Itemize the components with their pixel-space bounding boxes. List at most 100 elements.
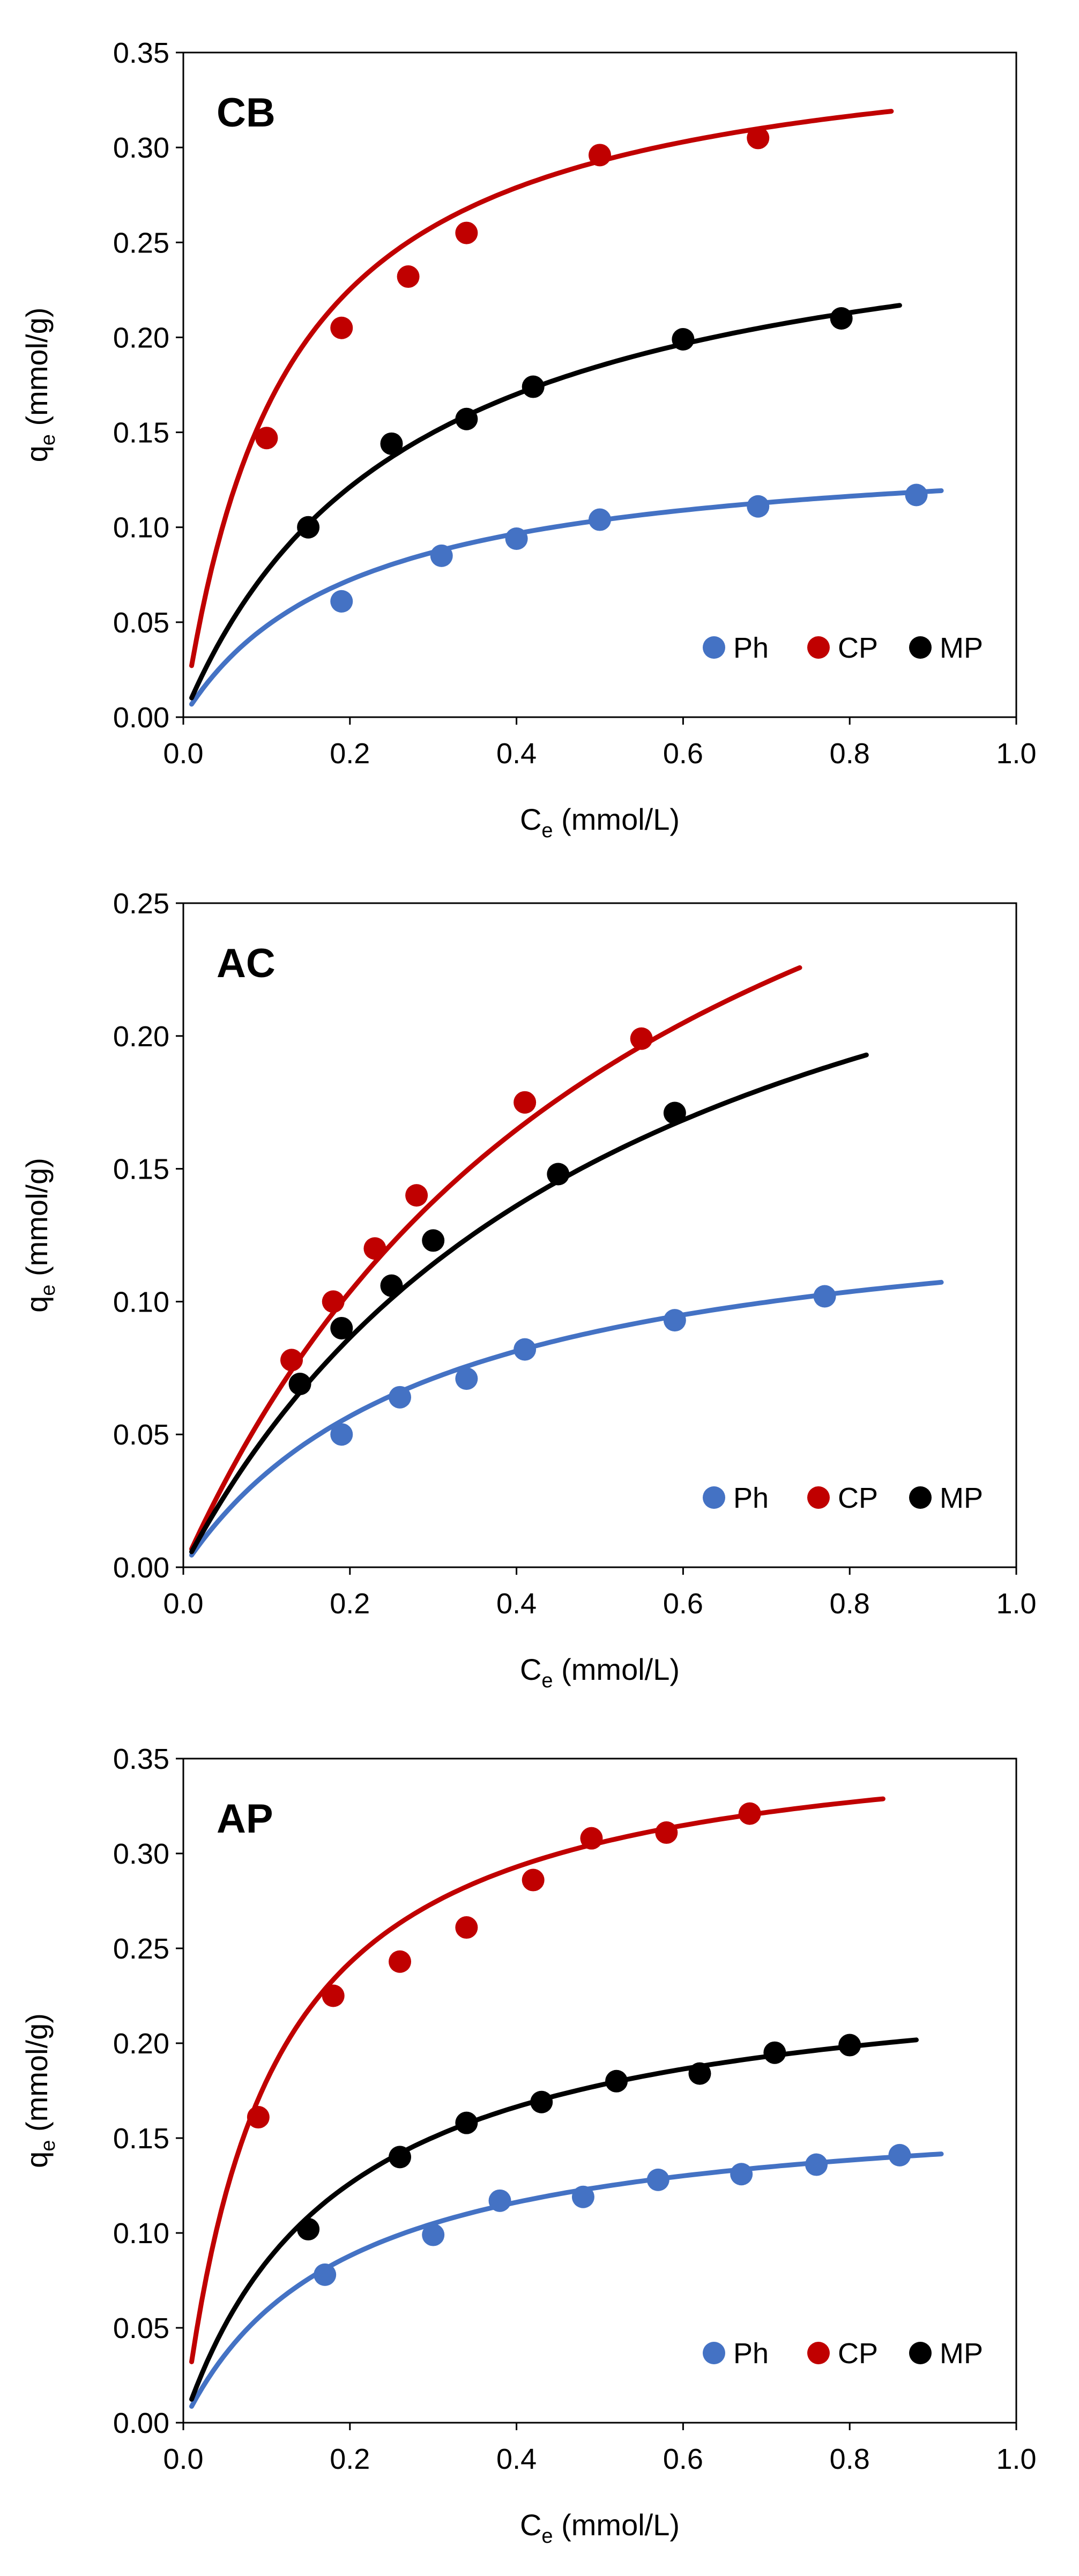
data-point-cp <box>655 1821 678 1844</box>
x-axis-title-unit: (mmol/L) <box>553 802 680 836</box>
legend-label-mp: MP <box>940 2337 983 2370</box>
fit-curve-ph <box>189 488 944 707</box>
data-point-mp <box>522 375 545 398</box>
legend-label-ph: Ph <box>733 1482 769 1514</box>
plot-area <box>182 1758 1017 2424</box>
x-axis-title-main: C <box>520 802 541 836</box>
fit-curve-mp <box>189 2037 919 2402</box>
data-point-ph <box>389 1386 412 1409</box>
data-point-mp <box>605 2069 628 2093</box>
data-point-ph <box>430 544 453 567</box>
x-tick-label: 0.6 <box>663 738 703 770</box>
x-tick-label: 0.0 <box>163 2443 203 2475</box>
data-point-ph <box>422 2223 445 2246</box>
legend-marker-ph <box>703 1486 725 1509</box>
legend-label-ph: Ph <box>733 632 769 664</box>
legend-label-mp: MP <box>940 1482 983 1514</box>
y-tick-label: 0.00 <box>113 1552 169 1584</box>
legend-label-mp: MP <box>940 632 983 664</box>
y-axis-title-main: q <box>20 2151 54 2168</box>
legend-marker-mp <box>909 1486 932 1509</box>
legend-label-cp: CP <box>838 2337 878 2370</box>
x-axis-title-unit: (mmol/L) <box>553 2508 680 2542</box>
data-point-ph <box>730 2163 753 2186</box>
y-axis-title-unit: (mmol/g) <box>20 1158 54 1284</box>
y-tick-label: 0.20 <box>113 1021 169 1053</box>
x-tick-label: 0.2 <box>330 738 370 770</box>
x-tick-label: 0.2 <box>330 1588 370 1620</box>
plot-area <box>182 51 1017 718</box>
y-axis-title-sub: e <box>37 2140 59 2151</box>
data-point-ph <box>571 2185 594 2208</box>
data-point-mp <box>297 2217 320 2240</box>
x-axis-title-main: C <box>520 1652 541 1686</box>
x-axis-title-unit: (mmol/L) <box>553 1652 680 1686</box>
data-point-mp <box>672 327 695 351</box>
x-tick-label: 0.4 <box>496 1588 537 1620</box>
data-point-mp <box>455 407 478 430</box>
panel-label: AC <box>217 941 276 986</box>
data-point-mp <box>663 1101 686 1125</box>
legend-label-cp: CP <box>838 632 878 664</box>
data-point-mp <box>330 1316 353 1339</box>
y-axis-title: qe (mmol/g) <box>20 1158 59 1313</box>
data-point-mp <box>688 2062 711 2085</box>
fit-curve-cp <box>189 109 894 668</box>
data-point-mp <box>455 2111 478 2134</box>
x-tick-label: 1.0 <box>996 1588 1036 1620</box>
data-point-cp <box>322 1984 345 2007</box>
data-point-ph <box>455 1367 478 1390</box>
data-point-ph <box>805 2153 828 2176</box>
data-point-mp <box>422 1229 445 1252</box>
x-axis-title-sub: e <box>541 820 553 842</box>
data-point-cp <box>630 1027 653 1050</box>
y-axis-title: qe (mmol/g) <box>20 2013 59 2168</box>
x-axis-title-main: C <box>520 2508 541 2542</box>
chart-panel-ap: 0.00 0.05 0.10 0.15 0.20 0.25 0.30 0.35 0.0 0.2 0.… <box>20 1743 1037 2548</box>
data-point-cp <box>514 1091 537 1114</box>
y-tick-label: 0.00 <box>113 2407 169 2439</box>
data-point-ph <box>505 527 528 550</box>
chart-panel-cb: 0.00 0.05 0.10 0.15 0.20 0.25 0.30 0.35 0.0 0.2 0.… <box>20 37 1037 842</box>
data-point-ph <box>747 495 770 518</box>
data-point-cp <box>363 1237 386 1260</box>
data-point-mp <box>763 2041 786 2064</box>
y-tick-label: 0.00 <box>113 702 169 734</box>
legend-label-cp: CP <box>838 1482 878 1514</box>
x-tick-label: 0.8 <box>830 1588 870 1620</box>
y-tick-label: 0.30 <box>113 132 169 164</box>
data-point-cp <box>580 1827 603 1850</box>
data-point-cp <box>280 1349 303 1372</box>
data-point-mp <box>547 1163 570 1186</box>
x-axis-title: Ce (mmol/L) <box>520 2508 680 2548</box>
y-tick-label: 0.10 <box>113 512 169 544</box>
y-tick-label: 0.10 <box>113 1286 169 1318</box>
x-axis-title-sub: e <box>541 2525 553 2548</box>
y-tick-label: 0.05 <box>113 607 169 639</box>
x-tick-label: 0.6 <box>663 2443 703 2475</box>
y-axis-title: qe (mmol/g) <box>20 308 59 463</box>
data-point-cp <box>455 221 478 244</box>
chart-panel-ac: 0.00 0.05 0.10 0.15 0.20 0.25 0.0 0.2 0.4 0.6 0.8 1… <box>20 888 1037 1692</box>
y-tick-label: 0.15 <box>113 1153 169 1186</box>
data-point-cp <box>247 2106 270 2129</box>
data-point-ph <box>888 2143 911 2166</box>
data-point-cp <box>455 1916 478 1939</box>
data-point-cp <box>389 1950 412 1973</box>
data-point-mp <box>830 307 853 330</box>
y-tick-label: 0.25 <box>113 888 169 920</box>
legend-label-ph: Ph <box>733 2337 769 2370</box>
x-tick-label: 0.2 <box>330 2443 370 2475</box>
x-tick-label: 0.8 <box>830 2443 870 2475</box>
legend-marker-mp <box>909 2342 932 2364</box>
data-point-mp <box>389 2146 412 2169</box>
x-tick-label: 0.0 <box>163 738 203 770</box>
panel-label: CB <box>217 90 276 136</box>
y-tick-label: 0.25 <box>113 227 169 259</box>
legend-marker-ph <box>703 636 725 659</box>
y-tick-label: 0.30 <box>113 1838 169 1870</box>
data-point-ph <box>905 483 928 507</box>
data-point-ph <box>488 2189 511 2212</box>
legend-marker-cp <box>807 2342 830 2364</box>
